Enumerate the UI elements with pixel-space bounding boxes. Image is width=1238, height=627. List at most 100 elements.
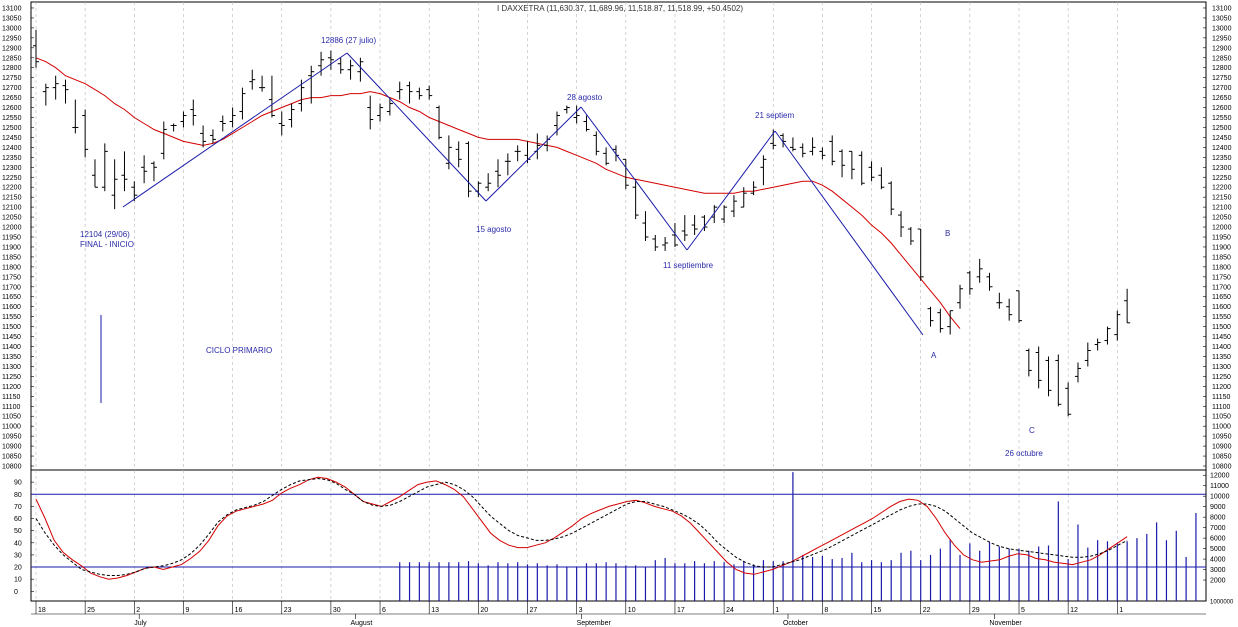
oscillator-axis-labels: 0 10 20 30 40 50 60 70 80 90 [14, 480, 34, 596]
day-label-9: 20 [480, 607, 488, 614]
day-label-3: 9 [185, 607, 189, 614]
ohlc-bar-99 [1006, 298, 1013, 321]
price-label-right-18: 11700 [1212, 284, 1231, 291]
ohlc-bar-44 [465, 141, 472, 198]
day-label-18: 22 [923, 607, 931, 614]
ohlc-bar-53 [553, 111, 560, 136]
ohlc-bar-1 [42, 83, 49, 106]
ohlc-bar-77 [789, 137, 796, 152]
time-axis: 18 25 2 9 16 23 30 6 13 20 27 3 10 17 24 1 8 15 22 29 5 12 1Ju… [31, 601, 1206, 627]
price-label-right-0: 10800 [1212, 464, 1232, 471]
price-label-left-2: 10900 [2, 444, 22, 451]
volume-label-11: 12000 [1210, 473, 1230, 480]
price-label-right-22: 11900 [1212, 244, 1231, 251]
price-panel-frame [30, 1, 1207, 471]
price-label-left-38: 12700 [2, 85, 22, 92]
ohlc-bar-105 [1065, 382, 1072, 417]
ohlc-bar-11 [141, 155, 148, 184]
oscillator-panel-frame [30, 469, 1207, 602]
ohlc-bar-34 [367, 95, 374, 130]
price-label-right-44: 13000 [1212, 25, 1232, 32]
ohlc-bar-30 [327, 50, 334, 70]
volume-label-1: 2000 [1210, 578, 1226, 585]
price-label-left-42: 12900 [2, 45, 22, 52]
ohlc-bar-95 [966, 270, 973, 295]
ohlc-bar-97 [986, 272, 993, 291]
ohlc-bar-29 [318, 51, 325, 76]
ohlc-bar-43 [455, 141, 462, 168]
ohlc-bar-90 [917, 228, 924, 281]
ohlc-bar-31 [337, 57, 344, 74]
ohlc-bar-17 [200, 125, 207, 148]
ohlc-bar-92 [937, 308, 944, 333]
moving-average-line [35, 57, 961, 329]
ohlc-bar-12 [150, 161, 157, 182]
annotation-high-july: 12886 (27 julio) [321, 36, 376, 45]
price-label-right-13: 11450 [1212, 334, 1231, 341]
ohlc-bar-35 [377, 103, 384, 122]
volume-bars-layer [399, 472, 1197, 601]
price-label-left-45: 13050 [2, 15, 22, 22]
day-label-8: 13 [431, 607, 439, 614]
ohlc-bars-layer [33, 29, 1131, 417]
volume-label-0: 1000000 [1210, 600, 1234, 606]
volume-label-7: 8000 [1210, 515, 1226, 522]
day-label-13: 17 [677, 607, 685, 614]
price-label-left-19: 11750 [2, 274, 21, 281]
price-label-left-14: 11500 [2, 324, 21, 331]
price-label-right-38: 12700 [1212, 85, 1232, 92]
ohlc-bar-109 [1104, 326, 1111, 345]
ohlc-bar-94 [957, 284, 964, 309]
price-label-left-44: 13000 [2, 25, 22, 32]
ohlc-bar-87 [888, 181, 895, 216]
ohlc-bar-28 [308, 65, 315, 104]
osc-label-2: 20 [14, 565, 22, 572]
price-label-right-2: 10900 [1212, 444, 1232, 451]
ohlc-bar-107 [1084, 342, 1091, 367]
ohlc-bar-2 [52, 75, 59, 100]
price-label-left-43: 12950 [2, 35, 22, 42]
price-label-left-33: 12450 [2, 135, 22, 142]
price-label-left-0: 10800 [2, 464, 22, 471]
month-label-0: July [134, 620, 147, 627]
stochastic-d-line [35, 477, 1128, 576]
day-label-21: 12 [1070, 607, 1078, 614]
ohlc-bar-23 [259, 75, 266, 92]
price-label-right-24: 12000 [1212, 225, 1232, 232]
ohlc-bar-79 [809, 137, 816, 156]
price-label-right-10: 11300 [1212, 364, 1231, 371]
annotation-label-b: B [945, 229, 950, 238]
trend-line-4 [580, 106, 688, 251]
price-label-left-28: 12200 [2, 185, 22, 192]
price-label-left-40: 12800 [2, 65, 22, 72]
ohlc-bar-3 [62, 79, 69, 104]
month-label-4: November [989, 620, 1022, 627]
ohlc-bar-46 [485, 173, 492, 192]
trend-line-3 [485, 106, 582, 202]
volume-label-9: 10000 [1210, 494, 1230, 501]
price-label-left-27: 12150 [2, 195, 22, 202]
price-label-right-39: 12750 [1212, 75, 1232, 82]
price-label-right-28: 12200 [1212, 185, 1232, 192]
ohlc-bar-38 [406, 81, 413, 104]
price-label-right-4: 11000 [1212, 424, 1231, 431]
price-label-right-19: 11750 [1212, 274, 1231, 281]
price-label-left-11: 11350 [2, 354, 21, 361]
ohlc-bar-101 [1025, 348, 1032, 377]
ohlc-bar-74 [760, 155, 767, 186]
ohlc-bar-103 [1045, 356, 1052, 397]
osc-label-7: 70 [14, 504, 22, 511]
annotation-low-september: 11 septiembre [663, 261, 714, 270]
osc-label-0: 0 [14, 589, 18, 596]
ohlc-bar-32 [347, 59, 354, 80]
trend-line-5 [686, 130, 776, 251]
price-label-left-9: 11250 [2, 374, 21, 381]
ohlc-bar-56 [583, 115, 590, 132]
price-label-left-18: 11700 [2, 284, 21, 291]
osc-label-1: 10 [14, 577, 22, 584]
ohlc-bar-86 [878, 167, 885, 190]
price-label-left-41: 12850 [2, 55, 22, 62]
ohlc-bar-102 [1035, 346, 1042, 389]
stochastic-lines-layer [35, 476, 1128, 580]
day-label-17: 15 [874, 607, 882, 614]
